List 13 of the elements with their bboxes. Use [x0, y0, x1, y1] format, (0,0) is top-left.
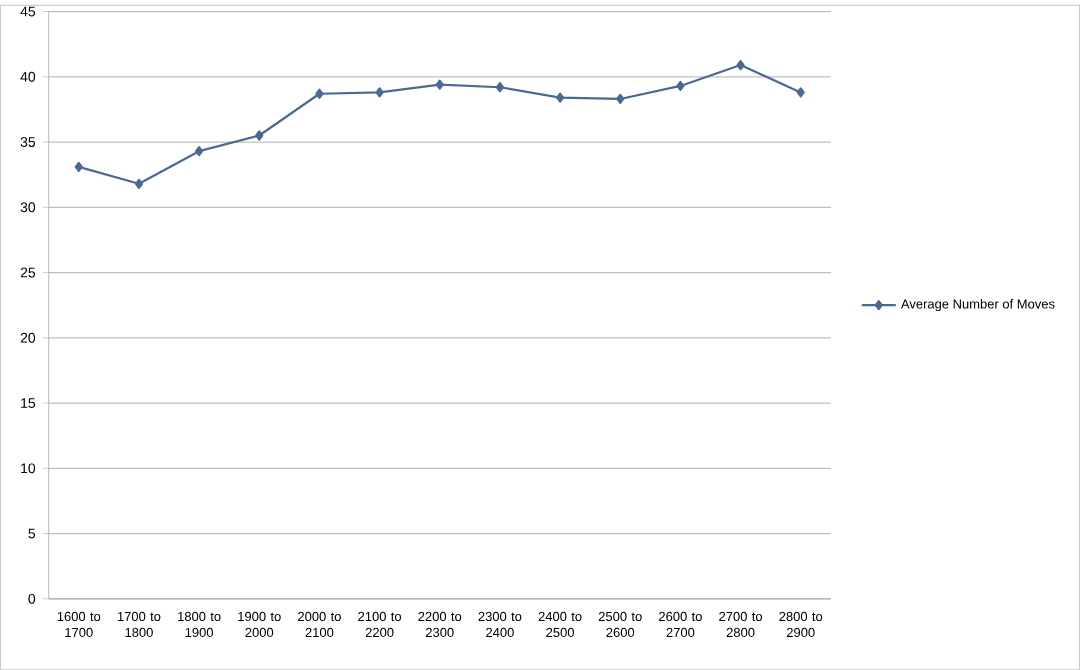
- point: [255, 130, 264, 141]
- point: [375, 87, 384, 98]
- point: [315, 88, 324, 99]
- point: [74, 161, 83, 172]
- point: [796, 87, 805, 98]
- point: [555, 92, 565, 103]
- point: [736, 59, 745, 71]
- point: [616, 93, 625, 104]
- point: [195, 145, 204, 157]
- point: [495, 82, 505, 93]
- point: [134, 178, 144, 189]
- point: [676, 80, 685, 91]
- point: [435, 79, 444, 90]
